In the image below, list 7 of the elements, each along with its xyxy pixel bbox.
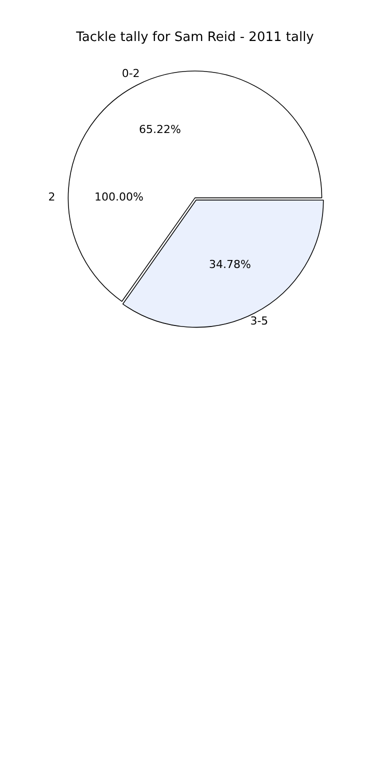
- slice-label: 3-5: [250, 314, 268, 328]
- text: 2: [48, 190, 56, 204]
- data-label: 34.78%: [209, 258, 251, 272]
- chart-title: Tackle tally for Sam Reid - 2011 tally: [75, 30, 314, 46]
- data-label: 65.22%: [139, 123, 181, 136]
- text: 100.00%: [94, 190, 144, 204]
- slice-label: 0-2: [122, 66, 140, 80]
